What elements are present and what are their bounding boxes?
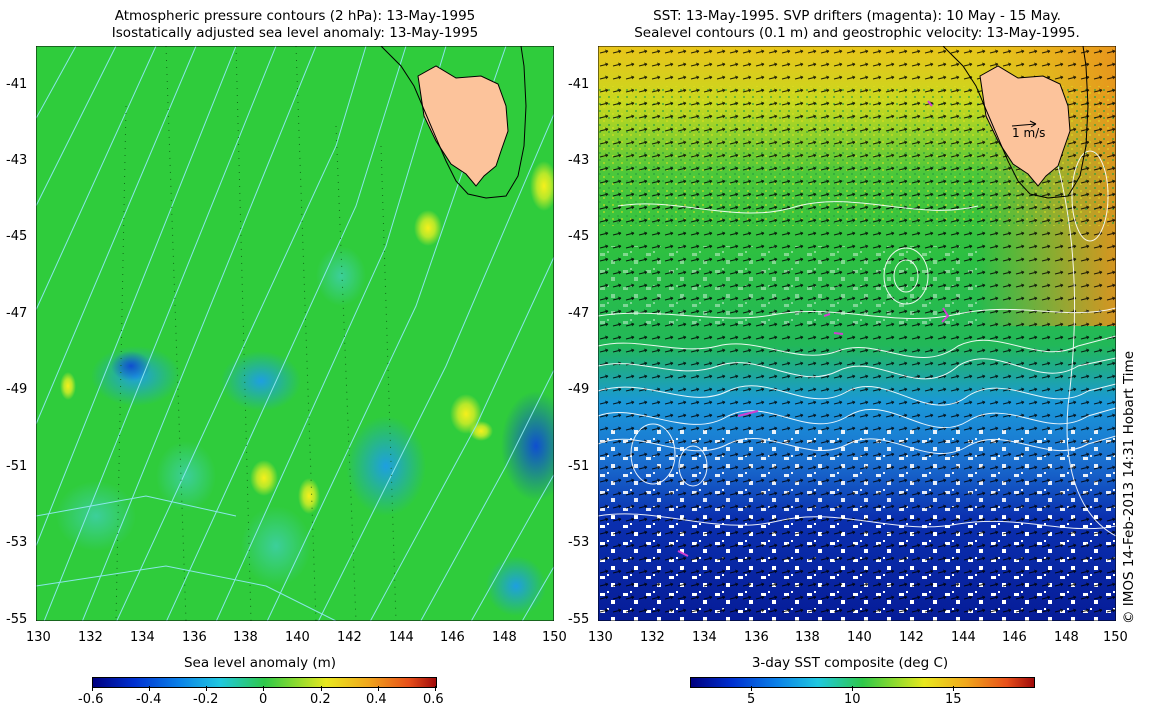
left-xtick: 144 [389, 630, 414, 645]
credit-text: © IMOS 14-Feb-2013 14:31 Hobart Time [1121, 351, 1137, 624]
right-xtick: 136 [744, 630, 769, 645]
right-colorbar-ticks [751, 686, 954, 691]
right-cb-tick: 15 [945, 692, 962, 707]
left-ytick: -47 [6, 306, 28, 321]
left-xtick: 150 [542, 630, 567, 645]
left-xtick: 138 [233, 630, 258, 645]
left-title-line2: Isostatically adjusted sea level anomaly… [111, 25, 479, 41]
right-ytick: -51 [568, 459, 590, 474]
left-ytick: -45 [6, 229, 28, 244]
left-xtick: 142 [337, 630, 362, 645]
right-xtick: 146 [1002, 630, 1027, 645]
right-ytick: -53 [568, 535, 590, 550]
left-ytick: -49 [6, 382, 28, 397]
left-cb-tick: 0.4 [366, 692, 387, 707]
right-xtick: 144 [951, 630, 976, 645]
right-xtick: 138 [795, 630, 820, 645]
left-map [36, 46, 554, 621]
left-title-line1: Atmospheric pressure contours (2 hPa): 1… [114, 8, 476, 24]
left-ytick: -43 [6, 153, 28, 168]
left-ytick: -55 [6, 612, 28, 627]
left-cb-tick: -0.2 [193, 692, 219, 707]
right-xtick: 150 [1103, 630, 1128, 645]
left-xtick: 134 [130, 630, 155, 645]
left-cb-tick: -0.4 [136, 692, 162, 707]
right-title-line1: SST: 13-May-1995. SVP drifters (magenta)… [653, 8, 1061, 24]
right-title: SST: 13-May-1995. SVP drifters (magenta)… [598, 8, 1116, 42]
right-ytick: -47 [568, 306, 590, 321]
right-map [598, 46, 1116, 621]
right-colorbar-label: 3-day SST composite (deg C) [751, 655, 949, 671]
right-ytick: -43 [568, 153, 590, 168]
right-xtick: 142 [899, 630, 924, 645]
left-xtick: 148 [492, 630, 517, 645]
left-cb-tick: 0.6 [423, 692, 444, 707]
right-xtick: 130 [588, 630, 613, 645]
left-title: Atmospheric pressure contours (2 hPa): 1… [36, 8, 554, 42]
left-xtick: 130 [26, 630, 51, 645]
left-colorbar-label: Sea level anomaly (m) [183, 655, 337, 671]
right-ytick: -49 [568, 382, 590, 397]
left-xtick: 146 [440, 630, 465, 645]
left-cb-tick: 0.2 [310, 692, 331, 707]
velocity-scale-arrow [1011, 120, 1037, 128]
right-xtick: 132 [640, 630, 665, 645]
left-ytick: -53 [6, 535, 28, 550]
right-xtick: 148 [1054, 630, 1079, 645]
right-title-line2: Sealevel contours (0.1 m) and geostrophi… [634, 25, 1080, 41]
left-colorbar-ticks [92, 686, 436, 691]
left-colorbar [92, 677, 437, 688]
right-cb-tick: 5 [747, 692, 756, 707]
left-xtick: 140 [285, 630, 310, 645]
left-ytick: -51 [6, 459, 28, 474]
right-xtick: 134 [692, 630, 717, 645]
left-cb-tick: 0 [259, 692, 268, 707]
right-colorbar [690, 677, 1035, 688]
right-ytick: -41 [568, 77, 590, 92]
right-cb-tick: 10 [844, 692, 861, 707]
right-ytick: -45 [568, 229, 590, 244]
left-cb-tick: -0.6 [78, 692, 104, 707]
right-ytick: -55 [568, 612, 590, 627]
right-xtick: 140 [847, 630, 872, 645]
left-xtick: 132 [78, 630, 103, 645]
velocity-scale-label: 1 m/s [1012, 126, 1046, 140]
left-xtick: 136 [182, 630, 207, 645]
left-ytick: -41 [6, 77, 28, 92]
